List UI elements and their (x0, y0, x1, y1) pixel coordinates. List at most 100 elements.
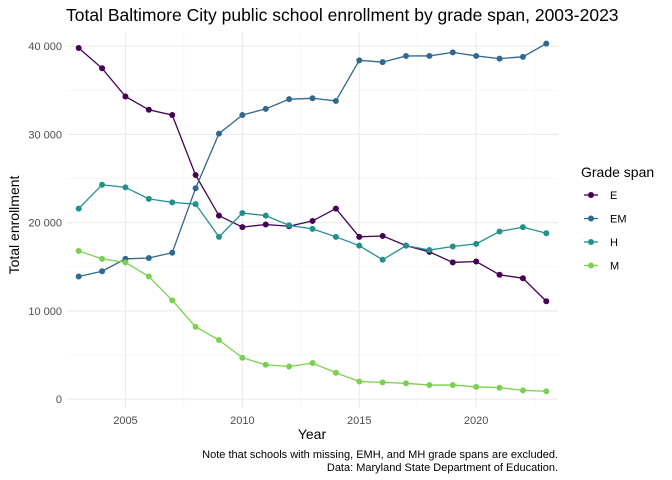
data-point-m (239, 354, 246, 361)
data-point-h (75, 205, 82, 212)
data-point-h (309, 225, 316, 232)
legend-key-point-m (588, 262, 594, 269)
data-point-e (75, 45, 82, 51)
y-axis-ticks: 0 10 000 20 000 30 000 40 000 (28, 41, 62, 406)
caption-note: Note that schools with missing, EMH, and… (202, 449, 558, 461)
data-point-em (519, 53, 526, 60)
data-point-h (122, 184, 129, 191)
y-tick-label: 0 (56, 394, 62, 406)
data-point-m (519, 387, 526, 394)
data-point-h (473, 240, 480, 247)
data-point-em (99, 268, 106, 275)
data-point-e (332, 205, 339, 212)
data-point-h (403, 242, 410, 249)
data-point-e (309, 217, 316, 224)
data-point-em (379, 59, 386, 66)
data-point-em (75, 273, 82, 280)
data-point-em (286, 96, 293, 103)
data-point-h (356, 242, 363, 249)
data-point-em (426, 52, 433, 59)
x-axis-ticks: 2005 2010 2015 2020 (113, 415, 488, 427)
legend-label-m: M (610, 261, 619, 273)
data-point-m (543, 388, 550, 395)
data-point-e (379, 232, 386, 239)
data-point-e (496, 271, 503, 278)
data-point-e (449, 259, 456, 266)
data-point-m (356, 378, 363, 385)
data-point-e (543, 298, 550, 305)
data-point-h (449, 243, 456, 250)
data-point-e (192, 172, 199, 179)
data-point-m (192, 323, 199, 330)
data-point-h (239, 210, 246, 216)
x-tick-label: 2005 (113, 415, 137, 427)
data-point-e (262, 221, 269, 228)
data-point-e (356, 233, 363, 240)
data-point-h (496, 228, 503, 235)
data-point-em (309, 95, 316, 102)
legend-title: Grade span (581, 164, 654, 180)
y-tick-label: 30 000 (28, 129, 62, 141)
data-point-em (473, 52, 480, 59)
data-point-em (262, 105, 269, 112)
series-points (75, 40, 550, 395)
data-point-em (145, 255, 152, 261)
data-point-m (379, 379, 386, 386)
data-point-h (99, 181, 106, 188)
data-point-e (215, 212, 222, 219)
data-point-em (215, 130, 222, 137)
data-point-m (75, 247, 82, 254)
data-point-m (426, 382, 433, 389)
data-point-e (519, 275, 526, 282)
data-point-m (403, 380, 410, 387)
y-tick-label: 40 000 (28, 41, 62, 53)
data-point-h (286, 222, 293, 229)
data-point-m (332, 369, 339, 376)
data-point-m (473, 383, 480, 390)
data-point-h (215, 233, 222, 240)
data-point-m (215, 337, 222, 344)
legend: Grade span E EM HM (581, 164, 654, 273)
data-point-em (332, 97, 339, 104)
data-point-m (449, 382, 456, 389)
data-point-em (239, 112, 246, 119)
data-point-h (543, 230, 550, 237)
data-point-h (192, 201, 199, 208)
legend-label-e: E (610, 190, 617, 202)
data-point-h (145, 195, 152, 202)
data-point-m (145, 273, 152, 280)
legend-label-em: EM (610, 214, 627, 226)
data-point-m (496, 384, 503, 391)
data-point-e (473, 258, 480, 265)
data-point-em (403, 52, 410, 59)
data-point-h (519, 224, 526, 231)
legend-label-h: H (610, 237, 618, 249)
data-point-em (496, 55, 503, 62)
data-point-e (145, 106, 152, 113)
y-tick-label: 20 000 (28, 218, 62, 230)
y-axis-label: Total enrollment (6, 175, 22, 274)
data-point-em (192, 185, 199, 192)
data-point-e (99, 65, 106, 72)
data-point-m (262, 361, 269, 368)
x-tick-label: 2015 (347, 415, 371, 427)
y-tick-label: 10 000 (28, 306, 62, 318)
x-tick-label: 2020 (464, 415, 488, 427)
data-point-em (169, 249, 176, 256)
data-point-m (286, 363, 293, 370)
data-point-e (169, 112, 176, 119)
data-point-m (99, 255, 106, 262)
data-point-m (169, 297, 176, 304)
data-point-h (426, 247, 433, 254)
data-point-em (356, 57, 363, 64)
data-point-h (332, 233, 339, 240)
data-point-em (449, 49, 456, 56)
data-point-m (309, 360, 316, 366)
data-point-h (379, 256, 386, 263)
legend-key-point-h (588, 239, 594, 245)
x-axis-label: Year (298, 426, 327, 442)
data-point-h (169, 199, 176, 206)
data-point-e (239, 224, 246, 231)
x-tick-label: 2010 (230, 415, 254, 427)
